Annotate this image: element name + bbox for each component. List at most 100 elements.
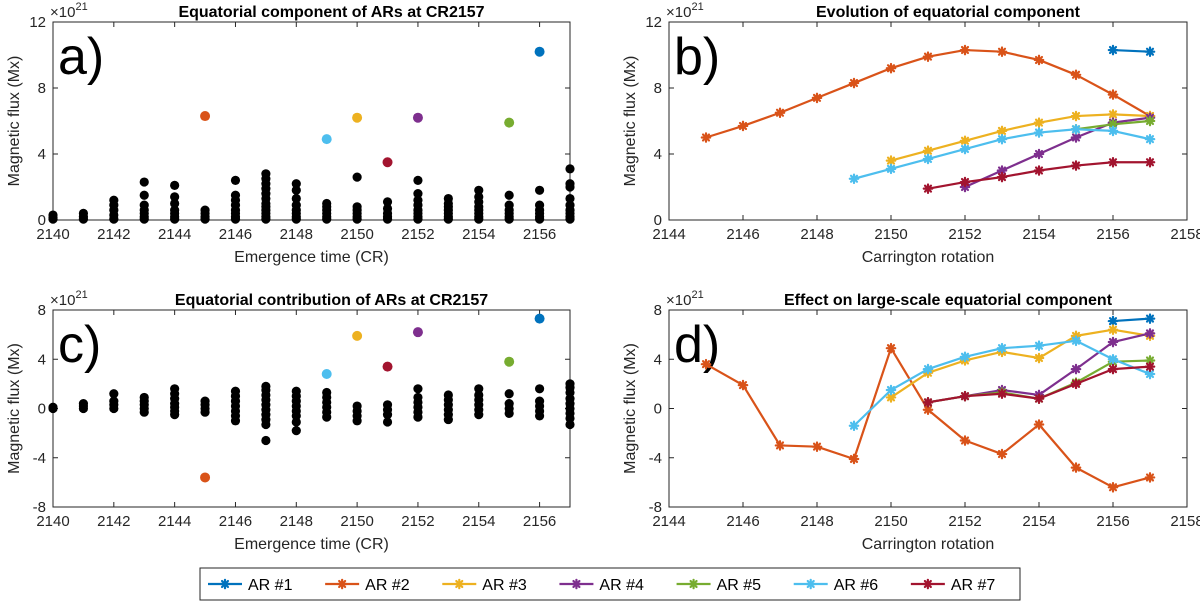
scatter-point-1 bbox=[534, 46, 545, 57]
series-marker bbox=[959, 135, 971, 147]
series-marker-stroke bbox=[1034, 55, 1044, 65]
legend-label: AR #3 bbox=[482, 577, 527, 594]
series-marker-stroke bbox=[960, 352, 970, 361]
legend-marker bbox=[336, 578, 348, 590]
data-layer bbox=[700, 313, 1156, 493]
series-marker bbox=[996, 46, 1008, 58]
scatter-point-3 bbox=[352, 330, 363, 341]
exponent-power: 21 bbox=[691, 289, 703, 301]
legend-marker-stroke bbox=[338, 579, 347, 589]
exponent-power: 21 bbox=[691, 1, 703, 13]
scatter-point bbox=[200, 205, 210, 215]
series-marker bbox=[996, 133, 1008, 145]
exponent-base: ×10 bbox=[666, 292, 691, 309]
series-marker-stroke bbox=[1108, 317, 1118, 326]
y-axis-label: Magnetic flux (Mx) bbox=[6, 56, 23, 187]
series-marker bbox=[1033, 419, 1045, 430]
series-marker-stroke bbox=[701, 360, 711, 369]
series-marker bbox=[996, 342, 1008, 354]
exponent-label: ×1021 bbox=[50, 1, 88, 21]
x-tick-label: 2154 bbox=[1022, 513, 1055, 530]
series-marker-stroke bbox=[1071, 365, 1081, 374]
x-tick-label: 2144 bbox=[158, 513, 191, 530]
scatter-point bbox=[48, 402, 58, 412]
series-marker bbox=[1144, 472, 1156, 483]
exponent-base: ×10 bbox=[50, 292, 75, 309]
legend-label: AR #1 bbox=[248, 577, 293, 594]
series-marker-stroke bbox=[997, 344, 1007, 353]
scatter-point bbox=[413, 175, 423, 185]
x-tick-label: 2150 bbox=[340, 513, 373, 530]
series-line-4 bbox=[964, 116, 1151, 189]
chart-title: Effect on large-scale equatorial compone… bbox=[784, 292, 1113, 309]
series-marker-stroke bbox=[1108, 110, 1118, 119]
scatter-point bbox=[291, 185, 301, 195]
legend-label: AR #4 bbox=[599, 577, 644, 594]
scatter-point bbox=[261, 169, 271, 179]
chart-title: Evolution of equatorial component bbox=[816, 4, 1081, 21]
series-marker bbox=[848, 420, 860, 432]
panel-label: c) bbox=[58, 316, 101, 374]
series-marker-stroke bbox=[775, 108, 785, 117]
series-marker-stroke bbox=[1145, 356, 1155, 365]
scatter-point bbox=[565, 379, 575, 389]
panel-label: d) bbox=[674, 316, 720, 374]
series-marker bbox=[959, 351, 971, 363]
x-axis-label: Carrington rotation bbox=[862, 249, 995, 266]
series-marker-stroke bbox=[1145, 362, 1155, 371]
x-tick-label: 2146 bbox=[219, 513, 252, 530]
scatter-point-5 bbox=[504, 356, 515, 367]
scatter-point bbox=[48, 210, 58, 220]
series-marker-stroke bbox=[1145, 314, 1155, 323]
scatter-point bbox=[413, 392, 423, 403]
series-marker bbox=[922, 363, 934, 375]
series-marker bbox=[922, 404, 934, 416]
series-marker bbox=[1107, 482, 1119, 493]
exponent-base: ×10 bbox=[50, 4, 75, 21]
series-marker-stroke bbox=[1071, 379, 1081, 388]
series-marker bbox=[922, 183, 934, 194]
series-marker bbox=[1033, 54, 1045, 66]
series-marker bbox=[848, 77, 860, 89]
series-marker bbox=[1144, 156, 1156, 168]
y-tick-label: -8 bbox=[649, 499, 662, 516]
scatter-point bbox=[413, 384, 423, 394]
panel-label: b) bbox=[674, 28, 720, 86]
legend-marker bbox=[219, 578, 231, 590]
legend-marker bbox=[805, 578, 817, 590]
series-marker bbox=[922, 153, 934, 165]
x-tick-label: 2144 bbox=[652, 513, 685, 530]
legend-label: AR #5 bbox=[717, 577, 762, 594]
scatter-point bbox=[170, 198, 180, 209]
series-marker bbox=[1144, 313, 1156, 324]
scatter-point bbox=[534, 396, 545, 406]
series-marker bbox=[885, 384, 897, 396]
series-marker bbox=[1033, 352, 1045, 364]
scatter-point bbox=[230, 190, 241, 200]
series-marker-stroke bbox=[1145, 158, 1155, 167]
series-marker-stroke bbox=[1108, 365, 1118, 374]
scatter-point bbox=[382, 400, 393, 410]
series-marker-stroke bbox=[997, 135, 1007, 144]
series-marker-stroke bbox=[849, 174, 859, 183]
series-marker-stroke bbox=[997, 449, 1007, 459]
series-marker-stroke bbox=[886, 393, 896, 402]
series-marker-stroke bbox=[1034, 353, 1044, 363]
scatter-point-6 bbox=[321, 134, 332, 145]
x-tick-label: 2150 bbox=[874, 226, 907, 243]
series-marker-stroke bbox=[1034, 166, 1044, 175]
series-marker bbox=[1033, 117, 1045, 128]
series-marker bbox=[1070, 363, 1082, 375]
series-marker bbox=[1070, 69, 1082, 81]
series-marker bbox=[1107, 353, 1119, 365]
x-tick-label: 2142 bbox=[97, 513, 130, 530]
series-marker-stroke bbox=[1108, 120, 1118, 129]
series-marker-stroke bbox=[886, 344, 896, 353]
scatter-point bbox=[109, 389, 119, 399]
series-marker bbox=[959, 44, 971, 56]
series-marker bbox=[885, 62, 897, 74]
series-marker bbox=[848, 453, 860, 465]
legend-marker-stroke bbox=[572, 579, 581, 589]
legend-item: AR #7 bbox=[910, 577, 995, 594]
panel-a: 2140 2142 2144 2146 2148 2150 2152 2154 2156 0 4 8 1… bbox=[6, 1, 575, 266]
